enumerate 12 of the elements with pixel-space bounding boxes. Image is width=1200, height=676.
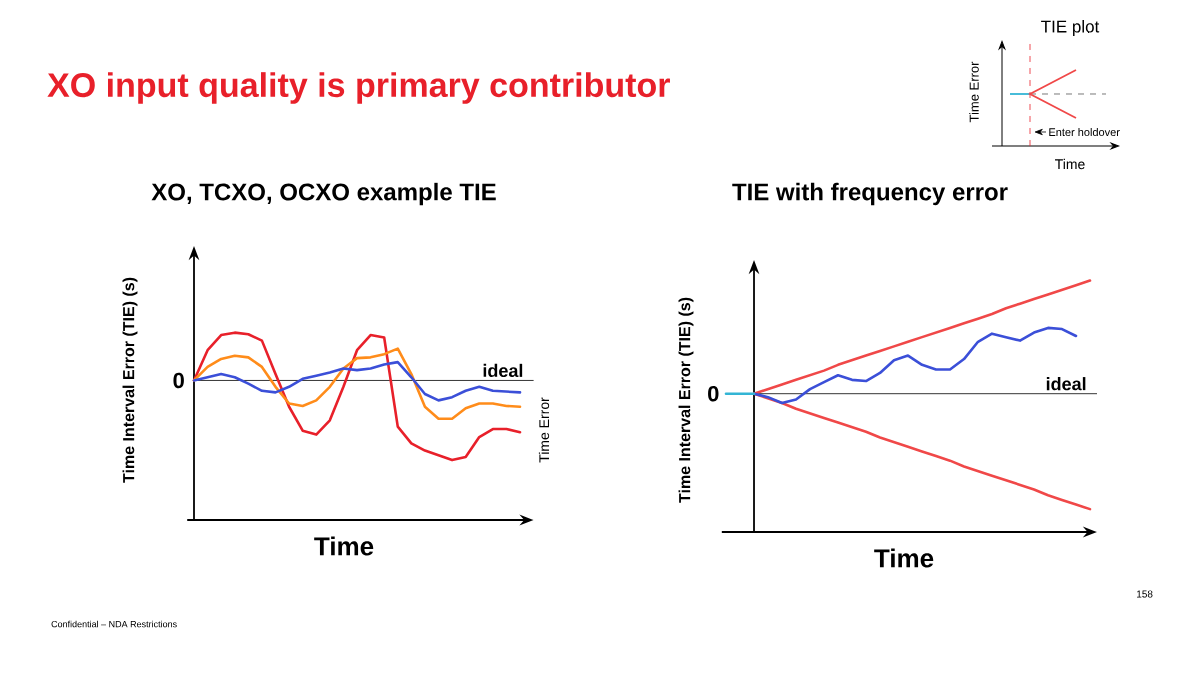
chart-title: TIE with frequency error <box>732 182 1008 206</box>
text: XO input quality is primary contributor <box>47 72 670 104</box>
y-axis-title: Time Interval Error (TIE) (s) <box>678 297 694 503</box>
text: 0 <box>708 385 719 402</box>
chart-title: XO, TCXO, OCXO example TIE <box>151 182 496 206</box>
x-axis-title: Time <box>314 536 374 556</box>
text: TIE plot <box>1041 20 1100 36</box>
x-axis-title: Time <box>874 548 934 568</box>
ref-line-label: ideal <box>1046 377 1086 391</box>
ref-line-label: ideal <box>483 363 523 378</box>
text: 0 <box>173 372 184 389</box>
y-axis-title: Time Interval Error (TIE) (s) <box>122 277 138 483</box>
